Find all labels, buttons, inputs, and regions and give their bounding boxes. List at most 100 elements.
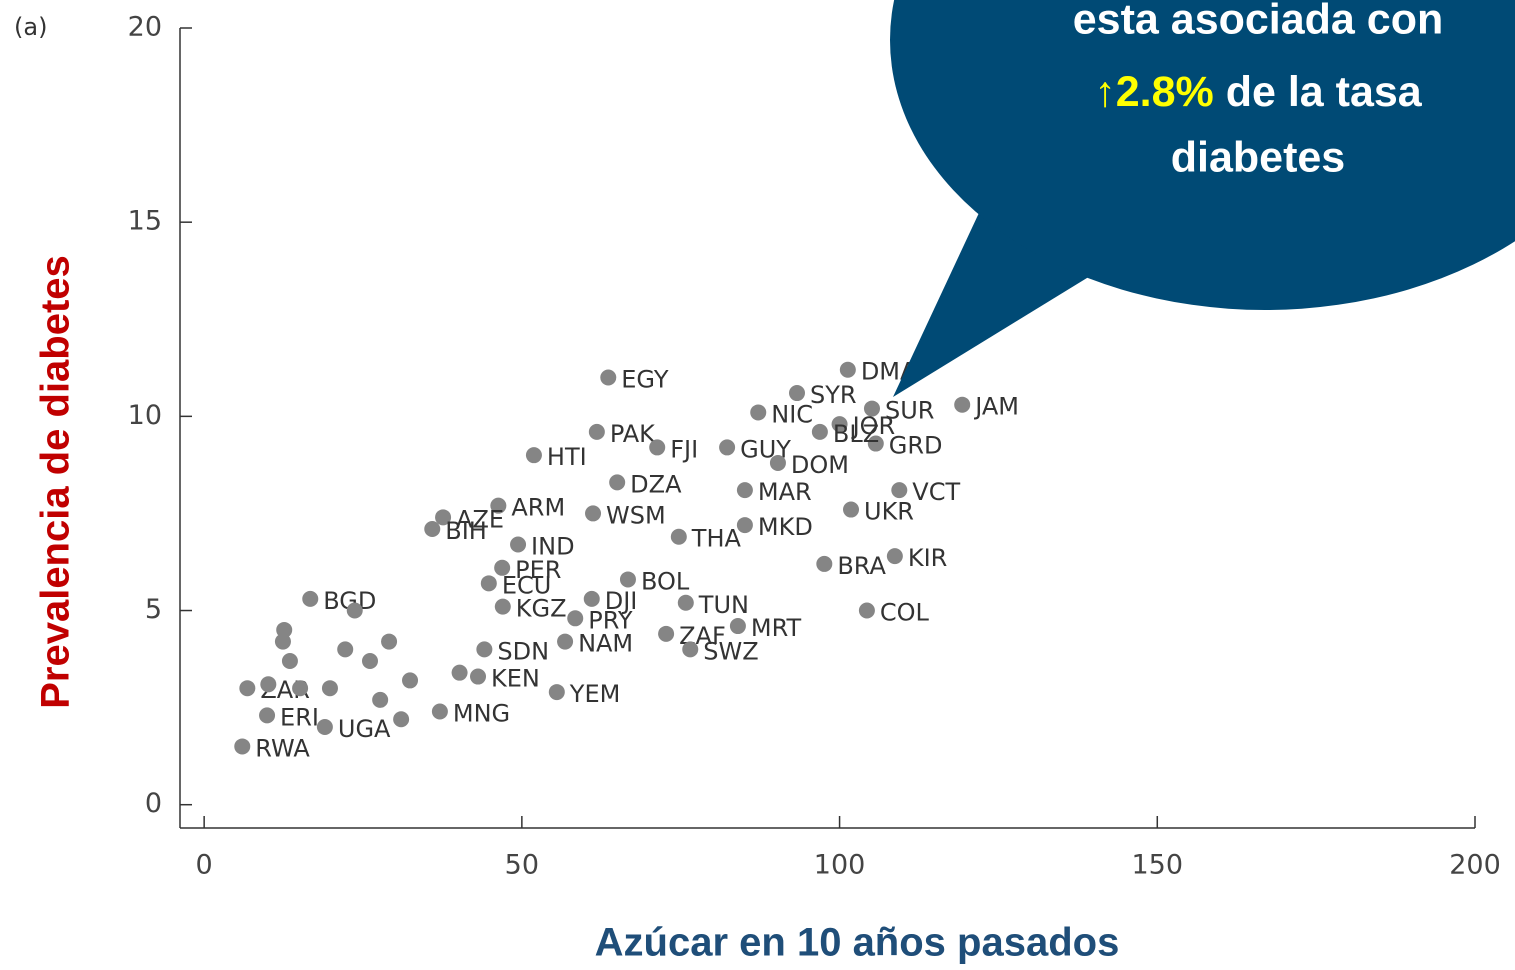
point-label: EGY	[621, 366, 669, 394]
y-tick-label: 15	[128, 206, 162, 237]
point	[276, 621, 293, 638]
point	[525, 447, 542, 464]
point-label: PAK	[610, 420, 656, 448]
point	[234, 738, 251, 755]
point-label: KEN	[491, 665, 540, 693]
point	[843, 501, 860, 518]
point-label: GRD	[889, 432, 943, 460]
point-label: AZE	[456, 505, 504, 533]
point	[588, 423, 605, 440]
point	[891, 482, 908, 499]
panel-label: (a)	[14, 13, 47, 41]
point	[858, 602, 875, 619]
point-label: ECU	[502, 571, 552, 599]
point	[381, 633, 398, 650]
point	[736, 517, 753, 534]
point	[788, 385, 805, 402]
point	[274, 633, 291, 650]
point-label: PRY	[588, 606, 633, 634]
point	[281, 653, 298, 670]
point	[769, 454, 786, 471]
point	[494, 559, 511, 576]
point-label: MRT	[751, 614, 802, 642]
point-label: WSM	[606, 501, 666, 529]
point-label: BRA	[837, 552, 886, 580]
point-label: THA	[691, 525, 742, 553]
point-label: YEM	[569, 680, 621, 708]
point	[451, 664, 468, 681]
point	[548, 684, 565, 701]
point-label: MNG	[453, 699, 510, 727]
point	[886, 548, 903, 565]
callout-text: diabetes	[1171, 133, 1345, 181]
point	[677, 594, 694, 611]
point	[729, 618, 746, 635]
point-label: COL	[880, 599, 930, 627]
point	[816, 555, 833, 572]
point	[337, 641, 354, 658]
x-tick-label: 50	[505, 850, 539, 881]
point	[649, 439, 666, 456]
point	[585, 505, 602, 522]
point-label: JOR	[851, 412, 896, 440]
point	[470, 668, 487, 685]
point-label: KIR	[908, 544, 948, 572]
point-label: SDN	[497, 637, 549, 665]
point-label: DOM	[791, 451, 849, 479]
callout: esta asociada con ↑2.8% de la tasa diabe…	[890, 0, 1515, 397]
point	[867, 435, 884, 452]
point-label: UKR	[864, 498, 914, 526]
point	[609, 474, 626, 491]
x-tick-label: 200	[1449, 850, 1501, 881]
point	[476, 641, 493, 658]
point	[239, 680, 256, 697]
point-label: SYR	[810, 381, 857, 409]
point-label: KGZ	[516, 595, 567, 623]
point-label: BLZ	[833, 420, 879, 448]
point-label: MAR	[758, 478, 812, 506]
point	[736, 482, 753, 499]
point	[811, 423, 828, 440]
point-label: SUR	[885, 397, 934, 425]
point-label: TUN	[698, 591, 749, 619]
y-tick-label: 5	[145, 594, 162, 625]
point	[316, 719, 333, 736]
point	[719, 439, 736, 456]
point	[954, 396, 971, 413]
point-label: MKD	[758, 513, 813, 541]
y-axis-label: Prevalencia de diabetes	[34, 255, 78, 709]
point	[259, 707, 276, 724]
point	[557, 633, 574, 650]
point	[302, 590, 319, 607]
point-label: RWA	[255, 734, 310, 762]
y-tick-label: 20	[128, 12, 162, 43]
point	[831, 416, 848, 433]
point-label: PER	[515, 556, 561, 584]
point	[839, 361, 856, 378]
callout-bubble	[890, 0, 1515, 310]
point	[863, 400, 880, 417]
point	[424, 520, 441, 537]
point	[292, 680, 309, 697]
point-label: DZA	[630, 470, 682, 498]
point-label: IND	[531, 533, 575, 561]
point	[494, 598, 511, 615]
point	[619, 571, 636, 588]
point-label: BIH	[445, 517, 487, 545]
point	[431, 703, 448, 720]
point-label: JAM	[973, 393, 1019, 421]
point	[567, 610, 584, 627]
point	[510, 536, 527, 553]
point	[372, 691, 389, 708]
x-axis-label: Azúcar en 10 años pasados	[595, 921, 1120, 965]
point-label: ERI	[280, 703, 319, 731]
point-label: SWZ	[703, 637, 758, 665]
y-tick-label: 10	[128, 400, 162, 431]
point	[480, 575, 497, 592]
point-label: NAM	[578, 630, 633, 658]
point	[402, 672, 419, 689]
point-label: UGA	[338, 715, 391, 743]
callout-text: ↑2.8% de la tasa	[1094, 68, 1423, 116]
callout-highlight: ↑2.8%	[1094, 68, 1214, 116]
